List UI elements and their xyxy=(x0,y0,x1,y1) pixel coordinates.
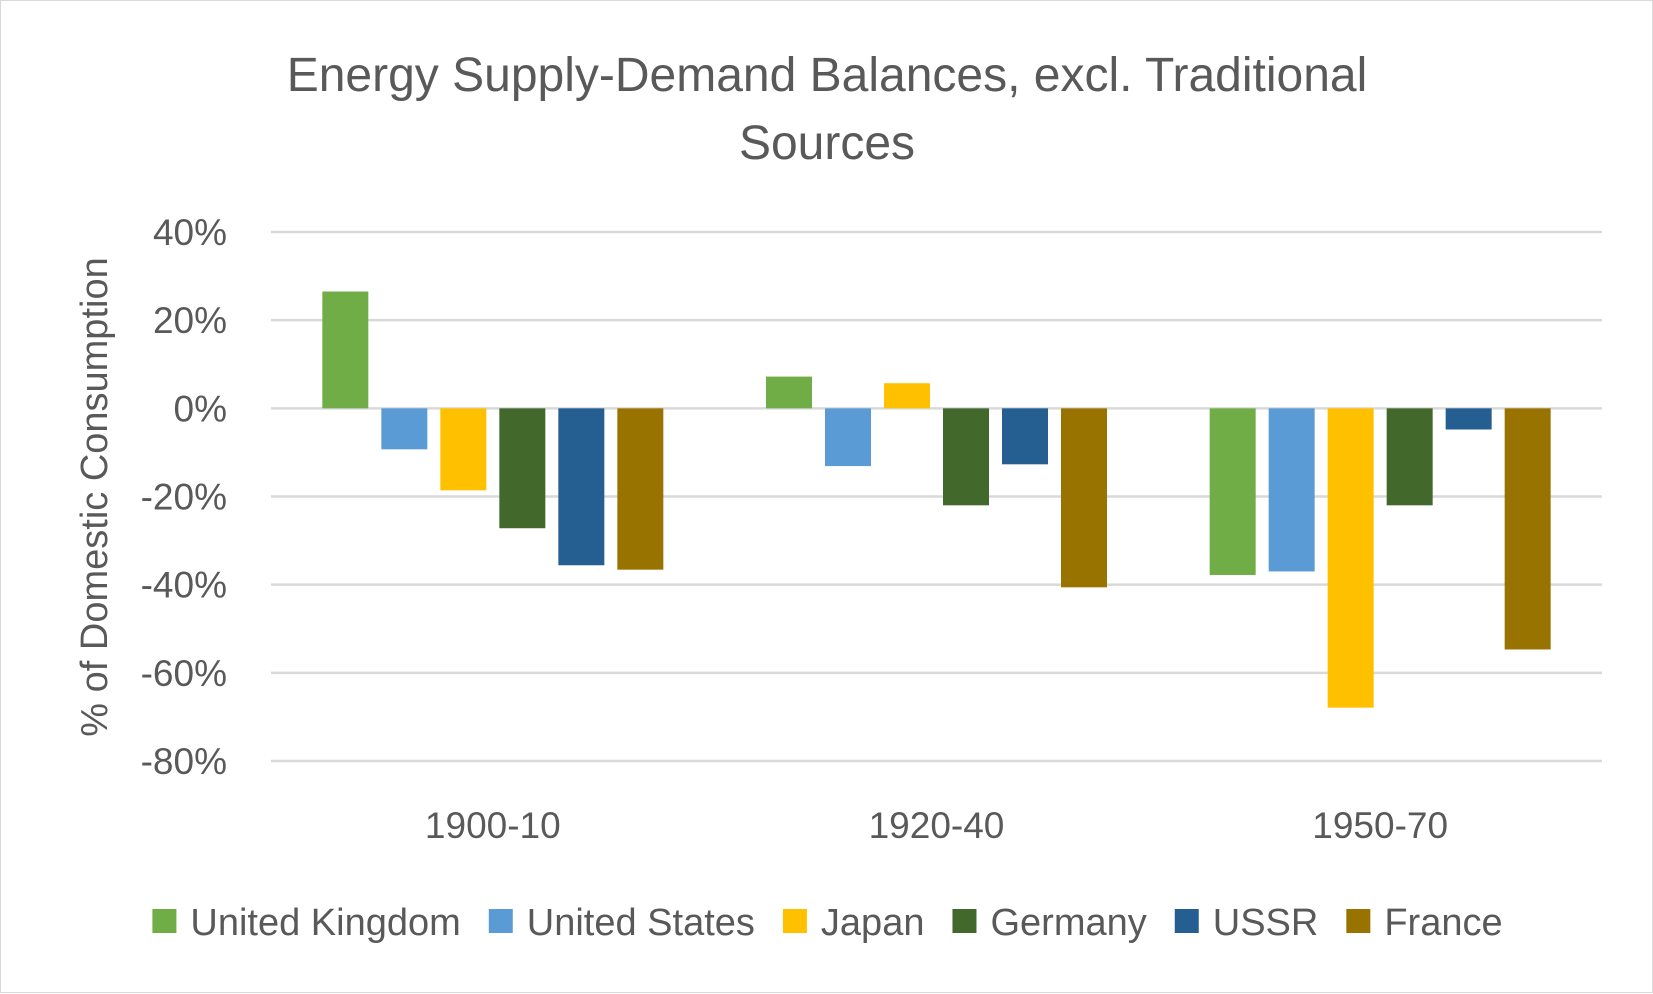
y-tick-label: 40% xyxy=(153,212,227,253)
bar-ussr-1900-10 xyxy=(558,408,605,566)
legend-swatch xyxy=(152,909,177,933)
y-tick-label: -20% xyxy=(141,477,227,518)
legend-label: United States xyxy=(527,902,755,944)
y-tick-label: 20% xyxy=(153,300,227,341)
legend-swatch xyxy=(952,909,977,933)
bar-united-states-1920-40 xyxy=(825,408,871,467)
bar-japan-1900-10 xyxy=(440,408,487,491)
legend-item-france: France xyxy=(1346,902,1503,944)
y-tick-label: -60% xyxy=(141,653,227,694)
legend-label: France xyxy=(1384,902,1502,944)
bar-united-kingdom-1950-70 xyxy=(1209,408,1256,575)
x-tick-label: 1920-40 xyxy=(869,805,1005,846)
bar-united-states-1950-70 xyxy=(1268,408,1315,572)
legend-item-germany: Germany xyxy=(952,902,1147,944)
bar-united-kingdom-1900-10 xyxy=(322,291,369,409)
bar-germany-1920-40 xyxy=(943,408,989,506)
y-tick-label: -40% xyxy=(141,565,227,606)
legend-item-ussr: USSR xyxy=(1174,902,1319,944)
bar-ussr-1920-40 xyxy=(1002,408,1048,465)
bar-france-1950-70 xyxy=(1504,408,1551,650)
y-tick-label: 0% xyxy=(174,388,227,429)
y-axis-label: % of Domestic Consumption xyxy=(74,257,116,736)
bar-france-1900-10 xyxy=(617,408,664,570)
legend-swatch xyxy=(1174,909,1199,933)
legend-label: Germany xyxy=(990,902,1146,944)
bar-ussr-1950-70 xyxy=(1445,408,1492,430)
x-tick-label: 1950-70 xyxy=(1312,805,1448,846)
bar-united-kingdom-1920-40 xyxy=(766,376,812,409)
bar-germany-1900-10 xyxy=(499,408,546,529)
legend-item-united-states: United States xyxy=(488,902,755,944)
legend-item-japan: Japan xyxy=(782,902,925,944)
chart-title-line-1: Energy Supply-Demand Balances, excl. Tra… xyxy=(287,49,1368,102)
bar-japan-1950-70 xyxy=(1327,408,1374,708)
legend-swatch xyxy=(1346,909,1371,933)
x-tick-label: 1900-10 xyxy=(425,805,561,846)
legend-item-united-kingdom: United Kingdom xyxy=(152,902,461,944)
bar-germany-1950-70 xyxy=(1386,408,1433,506)
bar-france-1920-40 xyxy=(1061,408,1107,588)
chart-title-line-2: Sources xyxy=(739,117,915,170)
y-tick-label: -80% xyxy=(141,741,227,782)
legend-label: Japan xyxy=(821,902,925,944)
bar-united-states-1900-10 xyxy=(381,408,428,450)
legend-label: USSR xyxy=(1213,902,1319,944)
legend-swatch xyxy=(488,909,513,933)
legend-label: United Kingdom xyxy=(190,902,460,944)
bar-japan-1920-40 xyxy=(884,383,930,409)
legend-swatch xyxy=(782,909,807,933)
